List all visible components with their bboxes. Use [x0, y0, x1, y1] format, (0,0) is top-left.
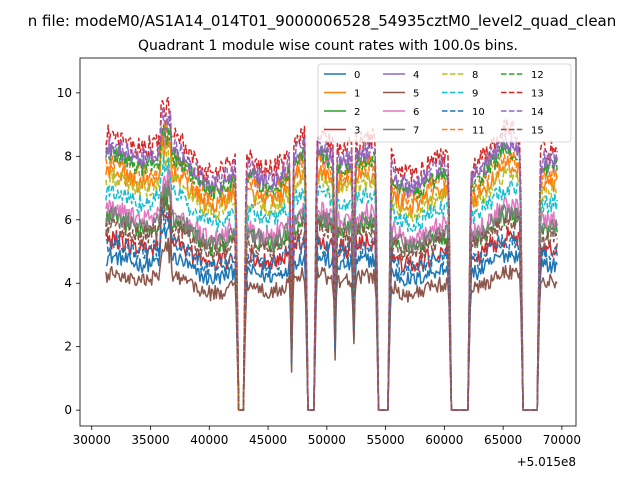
series-line-3 — [105, 203, 558, 411]
axes: 30000 35000 40000 45000 50000 55000 60000 65000… — [57, 57, 581, 447]
x-tick-label: 40000 — [190, 433, 228, 447]
legend-label-9: 9 — [472, 89, 478, 100]
legend-label-2: 2 — [354, 107, 360, 118]
x-tick-label: 65000 — [484, 433, 522, 447]
legend-label-15: 15 — [531, 126, 544, 137]
legend-label-8: 8 — [472, 70, 478, 81]
y-tick-label: 4 — [64, 276, 72, 290]
legend-label-0: 0 — [354, 70, 360, 81]
x-tick-label: 60000 — [425, 433, 463, 447]
x-tick-label: 70000 — [543, 433, 581, 447]
figure-suptitle: n file: modeM0/AS1A14_014T01_9000006528_… — [28, 12, 617, 31]
legend-label-13: 13 — [531, 89, 544, 100]
legend-label-12: 12 — [531, 70, 544, 81]
series-line-9 — [105, 155, 558, 411]
legend-label-5: 5 — [413, 89, 419, 100]
series-line-5 — [105, 235, 558, 411]
y-tick-label: 0 — [64, 403, 72, 417]
x-tick-label: 35000 — [131, 433, 169, 447]
series-line-6 — [105, 166, 558, 411]
y-tick-label: 2 — [64, 340, 72, 354]
series-line-14 — [105, 107, 558, 411]
legend-label-10: 10 — [472, 107, 485, 118]
y-tick-label: 8 — [64, 149, 72, 163]
x-tick-label: 45000 — [249, 433, 287, 447]
legend-label-14: 14 — [531, 107, 544, 118]
x-tick-label: 50000 — [308, 433, 346, 447]
x-tick-label: 30000 — [73, 433, 111, 447]
legend-label-11: 11 — [472, 126, 485, 137]
legend-label-3: 3 — [354, 126, 360, 137]
plot-frame — [79, 57, 577, 427]
series-lines — [105, 96, 558, 411]
y-tick-label: 6 — [64, 213, 72, 227]
legend-label-1: 1 — [354, 89, 360, 100]
x-axis-offset-label: +5.015e8 — [517, 455, 576, 469]
series-line-10 — [105, 207, 558, 411]
y-tick-label: 10 — [57, 86, 72, 100]
series-line-13 — [105, 96, 558, 411]
legend-label-7: 7 — [413, 126, 419, 137]
series-line-12 — [105, 124, 558, 411]
chart-title: Quadrant 1 module wise count rates with … — [138, 38, 518, 54]
legend-box — [317, 63, 572, 143]
series-line-15 — [105, 196, 558, 411]
x-tick-label: 55000 — [366, 433, 404, 447]
legend-label-4: 4 — [413, 70, 419, 81]
legend-label-6: 6 — [413, 107, 419, 118]
